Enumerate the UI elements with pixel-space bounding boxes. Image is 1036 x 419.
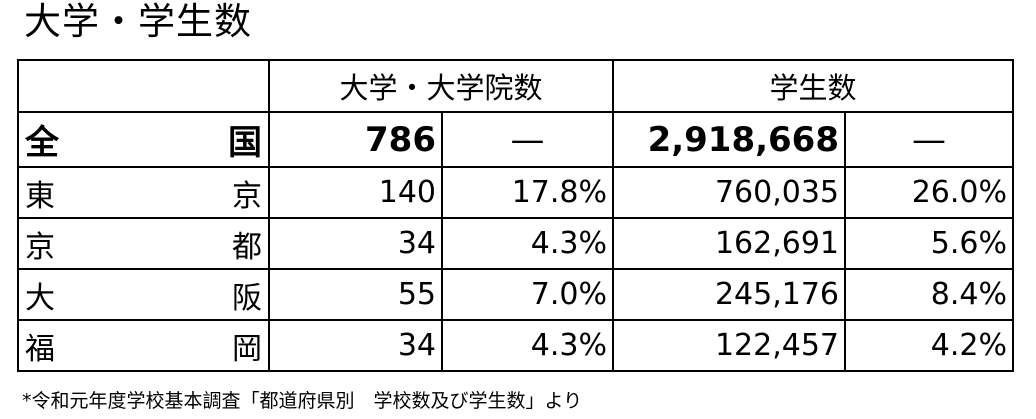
student-count-cell: 245,176 xyxy=(612,268,846,321)
university-count-cell: 55 xyxy=(268,268,443,321)
university-share-cell: 7.0% xyxy=(441,268,614,321)
prefecture-cell: 大 阪 xyxy=(17,268,270,321)
prefecture-name-first-char: 京 xyxy=(25,229,55,265)
student-share-cell: 4.2% xyxy=(844,319,1014,372)
prefecture-name-last-char: 都 xyxy=(232,229,262,265)
university-count-cell: 34 xyxy=(268,319,443,372)
prefecture-name-first-char: 東 xyxy=(25,178,55,214)
university-share-cell: 17.8% xyxy=(441,166,614,219)
university-share-cell: 4.3% xyxy=(441,217,614,270)
university-share-cell: — xyxy=(441,111,614,168)
prefecture-name-last-char: 阪 xyxy=(232,280,262,316)
university-count-cell: 34 xyxy=(268,217,443,270)
header-universities: 大学・大学院数 xyxy=(268,59,614,113)
prefecture-cell: 東 京 xyxy=(17,166,270,219)
header-students: 学生数 xyxy=(612,59,1014,113)
student-count-cell: 162,691 xyxy=(612,217,846,270)
prefecture-name-last-char: 国 xyxy=(228,123,262,163)
table-header-row: 大学・大学院数 学生数 xyxy=(17,59,1014,113)
prefecture-cell: 京 都 xyxy=(17,217,270,270)
header-corner-cell xyxy=(17,59,270,113)
prefecture-name-first-char: 大 xyxy=(25,280,55,316)
page-title: 大学・学生数 xyxy=(24,0,252,43)
statistics-table: 大学・大学院数 学生数 全 国 786 — 2,918,668 — 東 京 14 xyxy=(17,59,1014,372)
prefecture-cell: 福 岡 xyxy=(17,319,270,372)
student-share-cell: 8.4% xyxy=(844,268,1014,321)
university-count-cell: 786 xyxy=(268,111,443,168)
table-row: 大 阪 55 7.0% 245,176 8.4% xyxy=(17,268,1014,321)
university-share-cell: 4.3% xyxy=(441,319,614,372)
student-share-cell: 5.6% xyxy=(844,217,1014,270)
university-count-cell: 140 xyxy=(268,166,443,219)
table-row: 東 京 140 17.8% 760,035 26.0% xyxy=(17,166,1014,219)
prefecture-name-first-char: 全 xyxy=(25,123,59,163)
prefecture-name-last-char: 京 xyxy=(232,178,262,214)
prefecture-name-last-char: 岡 xyxy=(232,331,262,367)
prefecture-cell: 全 国 xyxy=(17,111,270,168)
prefecture-name-first-char: 福 xyxy=(25,331,55,367)
student-share-cell: — xyxy=(844,111,1014,168)
student-count-cell: 122,457 xyxy=(612,319,846,372)
student-share-cell: 26.0% xyxy=(844,166,1014,219)
source-footnote: *令和元年度学校基本調査「都道府県別 学校数及び学生数」より xyxy=(22,390,583,412)
table-row: 京 都 34 4.3% 162,691 5.6% xyxy=(17,217,1014,270)
table-row-national-total: 全 国 786 — 2,918,668 — xyxy=(17,111,1014,168)
table-row: 福 岡 34 4.3% 122,457 4.2% xyxy=(17,319,1014,372)
student-count-cell: 760,035 xyxy=(612,166,846,219)
student-count-cell: 2,918,668 xyxy=(612,111,846,168)
